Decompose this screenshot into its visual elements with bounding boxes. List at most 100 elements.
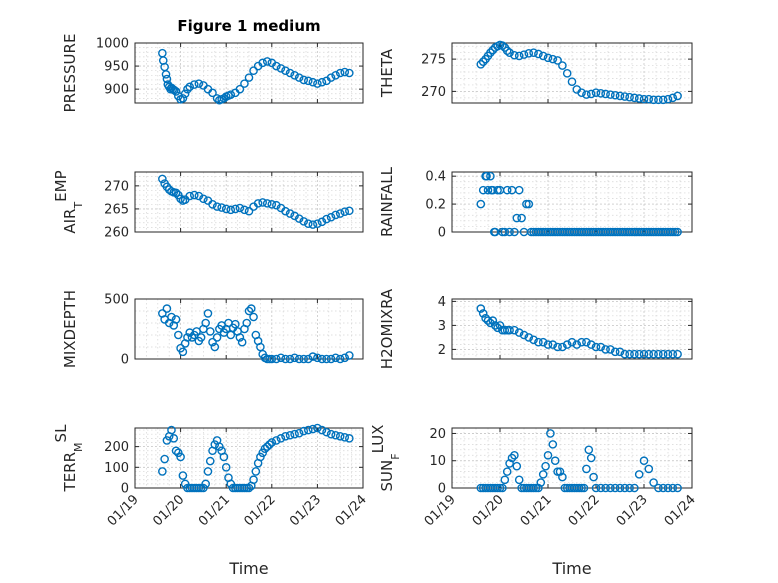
data-point [303, 219, 313, 228]
data-point [178, 347, 188, 357]
y-axis-label: THETA [378, 48, 396, 98]
data-point [543, 450, 553, 460]
data-point [615, 347, 625, 357]
data-point [620, 483, 630, 493]
y-tick-label: 4 [438, 295, 446, 310]
panel-rainfall: 0 0.2 0.4 RAINFALL [378, 166, 693, 241]
data-point [340, 207, 350, 216]
y-tick-label: 0 [121, 353, 129, 368]
data-point [199, 194, 208, 204]
data-point [326, 212, 336, 222]
data-point [543, 53, 553, 63]
data-point [201, 318, 210, 328]
data-point [514, 328, 524, 337]
data-point [281, 206, 290, 216]
data-point [299, 426, 309, 436]
data-point [483, 316, 493, 325]
data-point [512, 213, 522, 223]
data-point [586, 340, 596, 349]
x-tick-label: 01/24 [333, 492, 370, 529]
data-point [591, 342, 601, 352]
data-point [490, 321, 500, 330]
data-point [546, 429, 555, 438]
data-point [524, 199, 534, 209]
x-tick-label: 01/20 [470, 492, 507, 529]
axes-box [134, 42, 364, 104]
data-point [579, 483, 589, 493]
data-point [577, 483, 586, 493]
data-point [294, 214, 304, 223]
data-point [335, 68, 345, 78]
data-point [553, 342, 562, 352]
data-point [244, 306, 254, 316]
data-point [663, 94, 673, 104]
data-point [221, 463, 231, 472]
data-point [615, 483, 625, 493]
data-point [502, 467, 512, 476]
data-point [205, 327, 215, 336]
data-point [673, 227, 682, 237]
data-point [644, 349, 654, 359]
data-point [331, 210, 340, 220]
data-point [212, 202, 222, 211]
data-point [488, 316, 498, 325]
data-point [262, 199, 272, 208]
data-point [658, 349, 668, 359]
data-point [584, 445, 594, 455]
y-tick-label: 1000 [96, 37, 129, 52]
data-point [630, 93, 639, 103]
data-point [663, 349, 673, 359]
data-point [335, 431, 345, 441]
data-point [161, 70, 171, 79]
panel-pressure: 900 950 1000 PRESSURE Figure 1 medium [61, 17, 364, 113]
data-point [606, 483, 615, 493]
data-point [493, 483, 502, 493]
data-point [178, 94, 188, 103]
data-point [272, 354, 281, 364]
axes-box [451, 427, 693, 489]
data-point [493, 185, 502, 195]
chart-title: Figure 1 medium [177, 17, 320, 35]
data-point [196, 333, 206, 342]
data-point [596, 483, 606, 493]
data-point [505, 325, 514, 335]
data-point [538, 470, 548, 479]
data-point [567, 77, 577, 87]
data-point [201, 479, 210, 489]
data-point [185, 82, 195, 92]
data-point [258, 198, 267, 207]
data-point [538, 51, 548, 61]
data-point [553, 56, 562, 65]
data-point [529, 483, 538, 493]
data-point [294, 428, 304, 438]
data-point [267, 438, 277, 447]
data-point [244, 206, 254, 216]
data-point [317, 217, 327, 227]
data-point [670, 227, 680, 237]
data-point [519, 330, 529, 340]
data-point [217, 203, 226, 212]
y-tick-label: 950 [104, 60, 129, 75]
data-point [498, 41, 507, 50]
data-point [615, 91, 625, 101]
data-point [345, 68, 354, 78]
data-point [183, 84, 192, 94]
data-point [290, 211, 299, 221]
data-point [226, 90, 236, 99]
data-point [630, 483, 639, 493]
data-point [317, 425, 327, 435]
data-point [242, 318, 252, 328]
data-point [299, 354, 309, 364]
data-point [212, 333, 222, 342]
y-axis-label: PRESSURE [61, 34, 79, 113]
y-tick-label: 275 [421, 53, 446, 68]
data-point [531, 483, 541, 493]
y-tick-label: 900 [104, 83, 129, 98]
data-point [317, 354, 327, 364]
data-point [160, 454, 169, 464]
data-point [514, 185, 524, 195]
data-point [267, 200, 277, 209]
data-point [502, 185, 512, 195]
data-point [276, 434, 286, 443]
data-point [235, 203, 245, 213]
